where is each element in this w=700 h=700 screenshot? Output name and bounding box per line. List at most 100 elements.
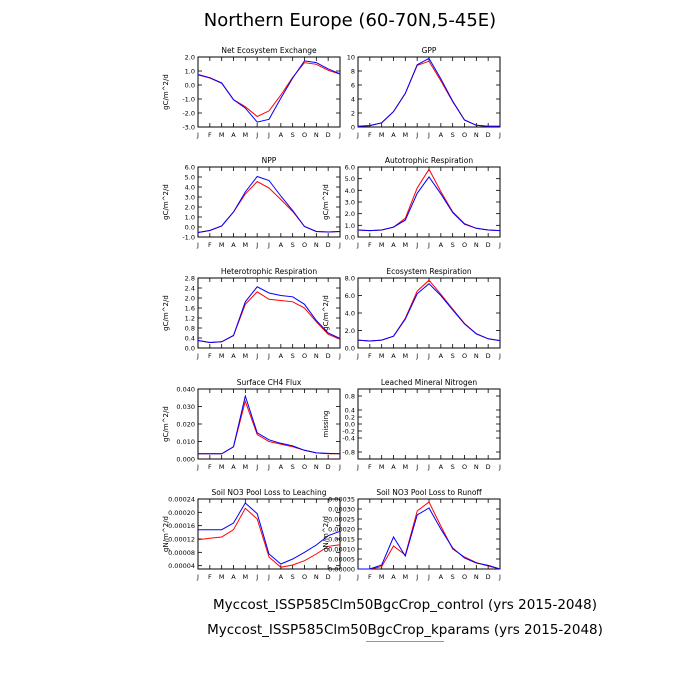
y-tick-label: 2.0 xyxy=(345,327,355,335)
y-tick-label: 0.4 xyxy=(345,407,355,415)
x-tick-label: M xyxy=(379,131,385,139)
y-axis-label: gN/m^2/d xyxy=(162,516,170,552)
x-tick-label: F xyxy=(208,352,212,360)
panel-10: Soil NO3 Pool Loss to Runoff gN/m^2/d 0.00… xyxy=(322,488,501,581)
x-tick-label: S xyxy=(451,573,455,581)
x-tick-label: O xyxy=(302,573,307,581)
y-tick-label: 0.0 xyxy=(345,345,355,353)
x-tick-label: A xyxy=(439,131,444,139)
x-tick-label: A xyxy=(439,241,444,249)
x-tick-label: F xyxy=(368,131,372,139)
x-tick-label: O xyxy=(302,352,307,360)
y-axis-label: missing xyxy=(322,411,330,438)
panel-title: Net Ecosystem Exchange xyxy=(221,46,317,55)
x-tick-label: S xyxy=(291,241,295,249)
panel-6: Ecosystem Respiration gC/m^2/d 8.0 6.0 4.0 2.… xyxy=(322,267,501,360)
y-tick-label: 6.0 xyxy=(345,164,355,172)
y-tick-label: 1.0 xyxy=(185,68,195,76)
x-tick-label: D xyxy=(486,463,491,471)
x-tick-label: M xyxy=(403,463,409,471)
y-tick-label: 4.0 xyxy=(345,187,355,195)
x-tick-label: J xyxy=(498,463,501,471)
x-tick-label: J xyxy=(498,352,501,360)
y-tick-label: 5.0 xyxy=(185,174,195,182)
series-line-control xyxy=(197,180,341,233)
series-line-kparams xyxy=(197,286,341,344)
y-tick-label: 0.030 xyxy=(176,403,195,411)
panel-frame xyxy=(357,498,501,570)
y-tick-label: 0.00000 xyxy=(328,566,355,574)
y-tick-label: 0.00004 xyxy=(168,562,195,570)
y-axis-label: gC/m^2/d xyxy=(322,184,330,220)
y-axis-label: gC/m^2/d xyxy=(322,295,330,331)
x-tick-label: A xyxy=(439,352,444,360)
panel-1: Net Ecosystem Exchange gC/m^2/d 2.0 1.0 0.0 -… xyxy=(162,46,341,139)
x-tick-label: F xyxy=(368,463,372,471)
legend-underline-mark xyxy=(366,641,444,642)
x-tick-label: A xyxy=(391,463,396,471)
x-tick-label: J xyxy=(267,241,270,249)
y-axis-label: gN/m^2/d xyxy=(322,516,330,552)
series-line-control xyxy=(358,501,501,570)
x-tick-label: F xyxy=(368,241,372,249)
figure-title: Northern Europe (60-70N,5-45E) xyxy=(203,10,497,31)
x-tick-label: O xyxy=(302,241,307,249)
x-tick-label: A xyxy=(279,463,284,471)
x-tick-label: J xyxy=(427,241,430,249)
series-line-kparams xyxy=(358,507,501,570)
y-tick-label: 0.00016 xyxy=(168,522,195,530)
x-tick-label: M xyxy=(243,131,249,139)
panel-4: Autotrophic Respiration gC/m^2/d 6.0 5.0 4.0… xyxy=(322,156,501,249)
panel-frame xyxy=(197,388,341,460)
panel-title: Soil NO3 Pool Loss to Runoff xyxy=(376,488,482,497)
y-tick-label: 8 xyxy=(351,68,355,76)
y-tick-label: 1.0 xyxy=(185,214,195,222)
y-tick-label: 0.010 xyxy=(176,438,195,446)
x-tick-label: M xyxy=(403,131,409,139)
x-tick-label: A xyxy=(279,241,284,249)
x-tick-label: M xyxy=(243,573,249,581)
x-tick-label: A xyxy=(391,131,396,139)
y-tick-label: 0.00005 xyxy=(328,556,355,564)
x-tick-label: S xyxy=(451,352,455,360)
x-tick-label: D xyxy=(486,573,491,581)
x-tick-label: A xyxy=(391,241,396,249)
x-tick-label: J xyxy=(356,352,359,360)
series-line-control xyxy=(357,279,501,342)
x-tick-label: M xyxy=(219,131,225,139)
x-tick-label: J xyxy=(498,131,501,139)
series-line-control xyxy=(357,60,500,127)
x-tick-label: M xyxy=(243,463,249,471)
legend-entry-control: Myccost_ISSP585Clm50BgcCrop_control (yrs… xyxy=(213,597,597,613)
x-tick-label: J xyxy=(255,463,258,471)
y-tick-label: 0.040 xyxy=(176,386,195,394)
x-tick-label: O xyxy=(462,463,467,471)
x-tick-label: N xyxy=(314,352,319,360)
x-tick-label: D xyxy=(326,352,331,360)
x-tick-label: M xyxy=(403,573,409,581)
x-tick-label: S xyxy=(451,131,455,139)
x-tick-label: M xyxy=(219,573,225,581)
y-tick-label: -2.0 xyxy=(182,110,195,118)
x-tick-label: M xyxy=(219,463,225,471)
x-tick-label: J xyxy=(255,131,258,139)
y-tick-label: 2.0 xyxy=(345,210,355,218)
panel-frame xyxy=(357,56,501,128)
x-tick-label: O xyxy=(302,131,307,139)
x-tick-label: J xyxy=(356,463,359,471)
panel-title: Heterotrophic Respiration xyxy=(221,267,317,276)
panel-title: Autotrophic Respiration xyxy=(385,156,473,165)
x-tick-label: J xyxy=(255,573,258,581)
x-tick-label: J xyxy=(338,573,341,581)
y-tick-label: 5.0 xyxy=(345,175,355,183)
y-axis-label: gC/m^2/d xyxy=(162,74,170,110)
x-tick-label: D xyxy=(326,573,331,581)
x-tick-label: N xyxy=(314,131,319,139)
y-axis-label: gC/m^2/d xyxy=(162,184,170,220)
x-tick-label: J xyxy=(338,352,341,360)
panel-title: Surface CH4 Flux xyxy=(237,378,302,387)
x-tick-label: F xyxy=(208,241,212,249)
y-axis-label: gC/m^2/d xyxy=(162,406,170,442)
y-tick-label: 0.000 xyxy=(176,456,195,464)
